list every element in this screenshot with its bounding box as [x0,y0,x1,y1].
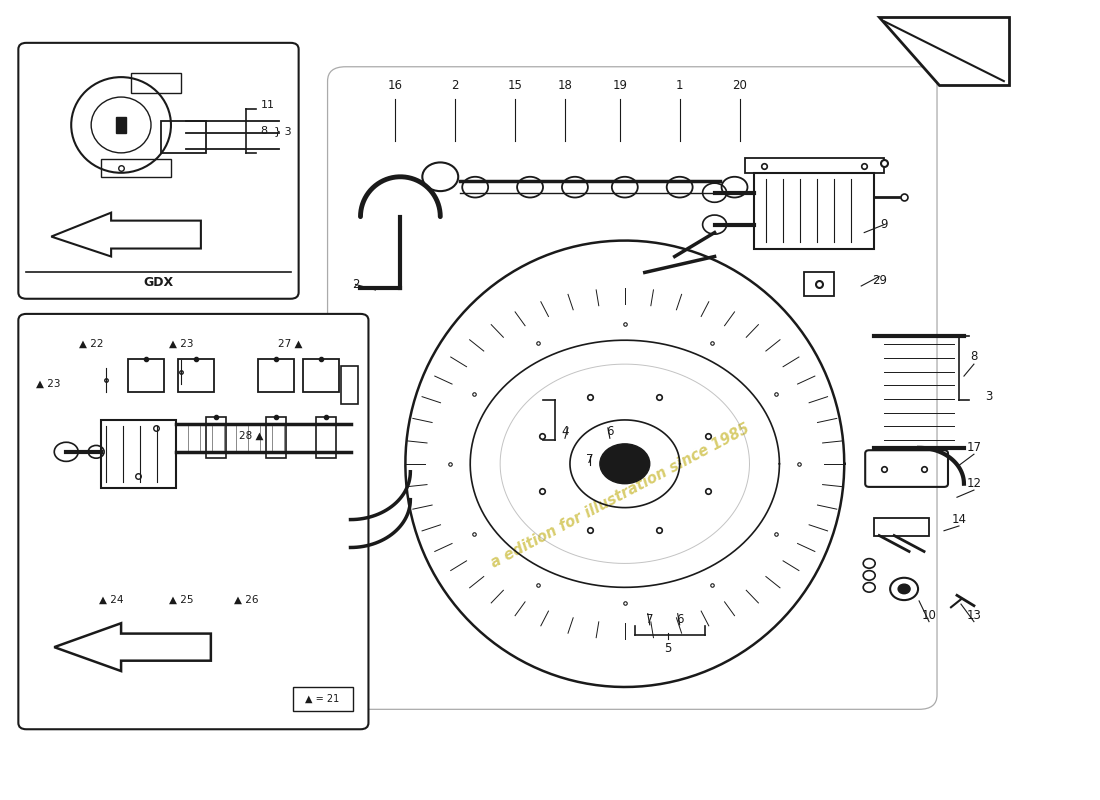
FancyBboxPatch shape [19,43,298,298]
Text: 2: 2 [451,78,459,91]
Bar [341,366,359,404]
Bar [293,687,352,711]
Text: GDX: GDX [143,275,174,289]
Bar [101,159,170,177]
Bar [266,417,286,458]
Text: ▲ 25: ▲ 25 [168,594,194,604]
Text: ▲ 23: ▲ 23 [36,379,60,389]
Bar [128,358,164,392]
Bar [178,358,213,392]
Text: 1: 1 [675,78,683,91]
Text: 19: 19 [613,78,627,91]
Bar [206,417,225,458]
Text: 13: 13 [967,609,981,622]
Bar [316,417,336,458]
Text: 2: 2 [352,278,360,291]
Bar [874,518,929,535]
Text: a edition for illustration since 1985: a edition for illustration since 1985 [488,421,751,570]
Bar [302,358,339,392]
Text: 8: 8 [970,350,978,362]
Text: ▲ = 21: ▲ = 21 [306,694,340,704]
Bar [131,73,180,93]
Text: ▲ 23: ▲ 23 [168,339,194,349]
Bar [101,420,176,488]
Text: 5: 5 [664,642,671,655]
Text: 12: 12 [967,478,981,490]
Bar [745,158,884,173]
Text: 17: 17 [967,442,981,454]
Bar [755,173,874,249]
Text: ▲ 22: ▲ 22 [79,339,103,349]
Text: ▲ 24: ▲ 24 [99,594,123,604]
Circle shape [600,444,650,484]
Text: ▲ 26: ▲ 26 [233,594,258,604]
Text: 9: 9 [880,218,888,231]
Bar [117,117,126,133]
Text: 16: 16 [388,78,403,91]
Bar [161,121,206,153]
Text: 11: 11 [261,100,275,110]
Text: 28 ▲: 28 ▲ [239,431,263,441]
Text: 29: 29 [871,274,887,287]
Text: 14: 14 [952,513,967,526]
Text: 7: 7 [646,613,653,626]
Polygon shape [879,18,1009,85]
Text: 7: 7 [586,454,594,466]
Bar [257,358,294,392]
Text: 4: 4 [561,426,569,438]
Text: 20: 20 [733,78,747,91]
Circle shape [898,584,910,594]
Polygon shape [54,623,211,671]
FancyBboxPatch shape [19,314,368,730]
Text: 18: 18 [558,78,572,91]
Text: 6: 6 [675,613,683,626]
Text: 3: 3 [986,390,992,402]
Text: 6: 6 [606,426,614,438]
Bar [804,273,834,296]
Text: 15: 15 [508,78,522,91]
Text: 10: 10 [922,609,936,622]
Text: 27 ▲: 27 ▲ [278,339,303,349]
Polygon shape [52,213,201,257]
Text: 8: 8 [261,126,268,136]
Text: } 3: } 3 [274,126,292,136]
